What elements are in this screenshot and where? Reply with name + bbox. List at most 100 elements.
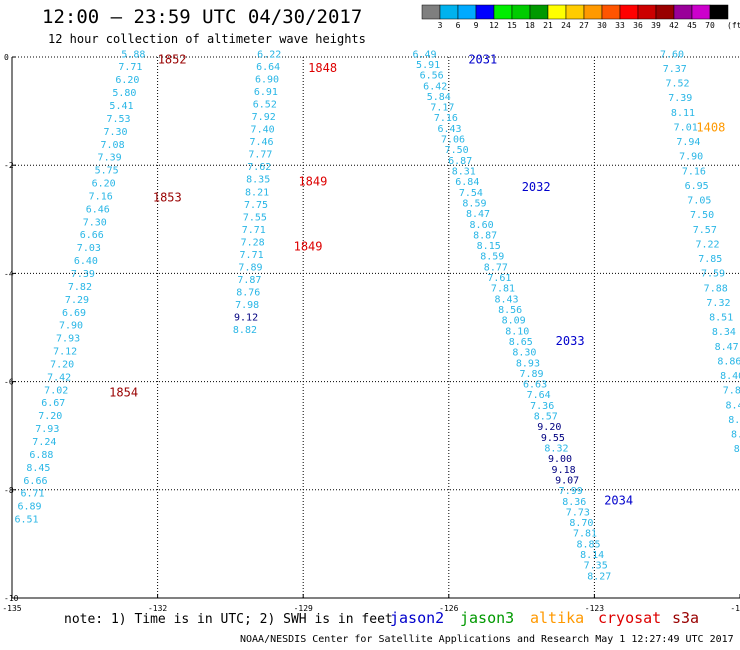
y-tick-label: -8 (4, 486, 14, 495)
wave-height-label: 8.36 (562, 497, 586, 508)
wave-height-label: 8.59 (462, 198, 486, 209)
wave-height-label: 5.84 (427, 92, 451, 103)
wave-height-label: 6.52 (253, 99, 277, 110)
colorbar-swatch (601, 4, 621, 20)
wave-height-label: 5.41 (109, 101, 133, 112)
y-tick-label: -10 (4, 594, 19, 603)
wave-height-label: 7.42 (47, 372, 71, 383)
wave-height-label: 7.17 (430, 103, 454, 114)
wave-height-label: 8.43 (494, 294, 518, 305)
wave-height-label: 6.67 (41, 398, 65, 409)
colorbar-label: 24 (561, 21, 571, 30)
y-tick-label: -6 (4, 378, 14, 387)
wave-height-label: 8.27 (587, 571, 611, 582)
colorbar-label: 3 (437, 21, 443, 30)
wave-height-label: 8.10 (505, 326, 529, 337)
colorbar-swatch (493, 4, 513, 20)
colorbar-label: 18 (525, 21, 535, 30)
wave-height-label: 6.56 (420, 71, 444, 82)
wave-height-label: 7.87 (237, 275, 261, 286)
wave-height-label: 7.90 (679, 152, 703, 163)
wave-height-label: 8.57 (534, 412, 558, 423)
wave-height-label: 6.91 (254, 87, 278, 98)
wave-height-label: 8.76 (236, 288, 260, 299)
wave-height-label: 6.71 (20, 489, 44, 500)
wave-height-label: 7.60 (660, 49, 684, 60)
wave-height-label: 7.62 (247, 162, 271, 173)
wave-height-label: 7.50 (690, 210, 714, 221)
wave-height-label: 6.66 (80, 230, 104, 241)
chart-subtitle: 12 hour collection of altimeter wave hei… (48, 32, 366, 46)
wave-height-label: 8.93 (516, 358, 540, 369)
wave-height-label: 8.15 (477, 241, 501, 252)
wave-height-label: 7.71 (118, 62, 142, 73)
wave-height-label: 8.60 (470, 220, 494, 231)
wave-height-label: 8.11 (671, 108, 695, 119)
wave-height-label: 7.40 (251, 125, 275, 136)
colorbar-swatch (709, 4, 729, 20)
wave-height-label: 7.92 (252, 112, 276, 123)
wave-height-label: 8.40 (726, 400, 740, 411)
wave-height-label: 9.12 (234, 313, 258, 324)
wave-height-label: 7.64 (527, 390, 551, 401)
satellite-legend-jason2: jason2 (390, 609, 445, 627)
wave-height-label: 8.59 (480, 252, 504, 263)
wave-height-label: 8.47 (466, 209, 490, 220)
colorbar-label: 33 (615, 21, 625, 30)
wave-height-label: 6.63 (523, 380, 547, 391)
wave-height-label: 7.32 (706, 298, 730, 309)
wave-height-label: 7.12 (53, 347, 77, 358)
wave-height-label: 7.50 (445, 145, 469, 156)
wave-height-label: 7.39 (668, 93, 692, 104)
wave-height-label: 7.46 (249, 137, 273, 148)
wave-height-label: 6.22 (257, 49, 281, 60)
wave-height-label: 7.22 (695, 239, 719, 250)
pass-time-label: 1848 (308, 61, 337, 75)
wave-height-label: 9.07 (555, 475, 579, 486)
wave-height-label: 7.94 (676, 137, 700, 148)
colorbar-swatch (439, 4, 459, 20)
footer-credit: NOAA/NESDIS Center for Satellite Applica… (240, 634, 734, 645)
wave-height-label: 7.03 (77, 243, 101, 254)
wave-height-label: 7.24 (32, 437, 56, 448)
colorbar-swatch (619, 4, 639, 20)
colorbar-swatch (565, 4, 585, 20)
wave-height-label: 7.89 (238, 262, 262, 273)
wave-height-label: 7.85 (698, 254, 722, 265)
wave-height-label: 5.80 (112, 88, 136, 99)
wave-height-label: 8.86 (717, 356, 740, 367)
wave-height-label: 8.31 (452, 166, 476, 177)
colorbar-label: 12 (489, 21, 499, 30)
wave-height-label: 9.20 (537, 422, 561, 433)
wave-height-label: 7.16 (89, 191, 113, 202)
wave-height-label: 8.87 (473, 230, 497, 241)
wave-height-label: 8.35 (246, 175, 270, 186)
x-tick-label: -129 (294, 604, 313, 613)
wave-height-label: 7.08 (101, 140, 125, 151)
colorbar-label: 36 (633, 21, 643, 30)
wave-height-label: 6.43 (437, 124, 461, 135)
wave-height-label: 8.77 (484, 262, 508, 273)
wave-height-label: 7.16 (434, 113, 458, 124)
pass-time-label: 1854 (109, 385, 138, 399)
wave-height-label: 6.84 (455, 177, 479, 188)
pass-time-label: 2033 (556, 334, 585, 348)
pass-time-label: 2034 (604, 494, 633, 508)
wave-height-label: 8.29 (734, 444, 740, 455)
wave-height-label: 7.37 (663, 64, 687, 75)
colorbar-label: 45 (687, 21, 697, 30)
wave-height-label: 7.98 (235, 300, 259, 311)
wave-height-label: 7.06 (441, 135, 465, 146)
wave-height-label: 6.89 (17, 502, 41, 513)
wave-height-label: 5.91 (416, 60, 440, 71)
wave-height-label: 6.20 (92, 179, 116, 190)
wave-height-label: 7.39 (98, 153, 122, 164)
wave-height-label: 7.89 (519, 369, 543, 380)
satellite-legend-altika: altika (530, 609, 585, 627)
wave-height-label: 7.01 (674, 122, 698, 133)
pass-time-label: 1852 (158, 53, 187, 67)
y-tick-label: -2 (4, 161, 14, 170)
wave-height-label: 7.20 (50, 359, 74, 370)
x-tick-label: -135 (2, 604, 21, 613)
